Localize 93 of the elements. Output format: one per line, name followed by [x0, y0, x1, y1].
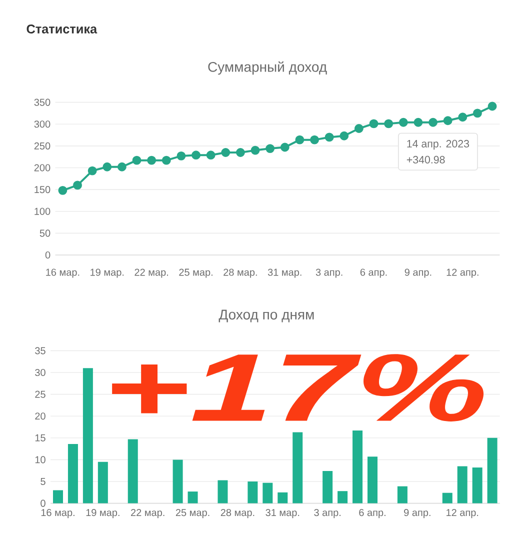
y-tick-label: 50	[40, 230, 50, 237]
x-tick-label: 6 апр.	[359, 509, 386, 518]
point	[398, 118, 408, 127]
bar	[262, 482, 273, 504]
point	[324, 132, 334, 142]
x-tick-label: 19 мар.	[90, 268, 124, 278]
x-tick-label: 28 мар.	[224, 268, 257, 278]
point	[250, 146, 260, 155]
y-tick-label: 20	[35, 412, 46, 420]
point	[192, 150, 200, 160]
y-tick-label: 0	[45, 251, 50, 259]
bar	[278, 492, 288, 504]
x-tick-label: 25 мар.	[176, 509, 210, 518]
point	[221, 148, 230, 157]
bar	[248, 482, 258, 504]
x-tick-label: 28 мар.	[220, 509, 254, 518]
point	[162, 156, 171, 165]
bar	[457, 466, 468, 504]
bar	[368, 456, 378, 504]
x-tick-label: 22 мар.	[134, 268, 168, 278]
point	[132, 156, 142, 165]
bar	[322, 471, 333, 504]
x-tick-label: 25 мар.	[179, 268, 212, 278]
y-tick-label: 300	[34, 120, 50, 128]
x-tick-label: 31 мар.	[266, 509, 300, 518]
point	[73, 180, 82, 190]
x-tick-label: 31 мар.	[268, 268, 302, 278]
x-tick-label: 22 мар.	[131, 509, 164, 518]
x-tick-label: 19 мар.	[86, 509, 120, 518]
bar	[98, 462, 108, 504]
point	[147, 156, 156, 165]
bar	[82, 368, 93, 504]
annotation: +340.98	[406, 156, 445, 164]
y-tick-label: 30	[35, 368, 46, 376]
y-tick-label: 10	[35, 456, 46, 464]
annotation: +17%	[112, 354, 484, 422]
point	[488, 102, 497, 111]
y-tick-label: 5	[40, 478, 46, 485]
point	[236, 148, 245, 157]
x-tick-label: 3 апр.	[316, 268, 342, 278]
bar	[338, 491, 348, 504]
point	[58, 186, 68, 195]
text: Статистика	[26, 24, 98, 34]
chart-title: Суммарный доход	[208, 61, 327, 75]
bar	[218, 480, 228, 504]
bar	[487, 438, 498, 504]
point	[443, 116, 452, 126]
point	[176, 152, 186, 160]
bar	[292, 432, 303, 504]
x-tick-label: 6 апр.	[360, 268, 387, 278]
y-tick-label: 200	[34, 164, 50, 172]
y-tick-label: 25	[35, 390, 46, 398]
y-tick-label: 15	[35, 434, 46, 442]
point	[472, 108, 482, 118]
bar	[68, 444, 78, 504]
point	[384, 119, 394, 128]
y-tick-label: 150	[34, 186, 50, 194]
x-tick-label: 12 апр.	[446, 509, 478, 518]
y-tick-label: 250	[34, 142, 50, 150]
y-tick-label: 350	[34, 98, 50, 106]
point	[354, 124, 364, 133]
point	[102, 162, 112, 172]
x-tick-label: 9 апр.	[404, 268, 432, 278]
y-tick-label: 0	[40, 500, 46, 507]
y-tick-label: 35	[35, 347, 46, 354]
x-tick-label: 12 апр.	[446, 268, 478, 278]
point	[458, 112, 468, 122]
x-tick-label: 3 апр.	[314, 509, 340, 518]
bar	[52, 490, 63, 504]
point	[280, 142, 290, 152]
point	[340, 131, 349, 140]
y-tick-label: 100	[34, 208, 50, 215]
bar	[128, 439, 138, 504]
point	[117, 162, 126, 172]
annotation: 14 апр. 2023	[407, 140, 470, 150]
point	[266, 144, 275, 154]
bar	[352, 430, 363, 504]
point	[88, 166, 97, 176]
point	[295, 135, 304, 144]
bar	[172, 460, 183, 504]
point	[206, 150, 216, 160]
bar	[397, 486, 408, 504]
point	[369, 119, 378, 128]
chart-title: Доход по дням	[218, 310, 314, 322]
bar	[442, 492, 452, 504]
bar	[472, 468, 482, 504]
bar	[188, 492, 198, 504]
x-tick-label: 16 мар.	[41, 509, 74, 518]
point	[428, 118, 438, 127]
x-tick-label: 9 апр.	[404, 509, 430, 518]
x-tick-label: 16 мар.	[46, 268, 80, 278]
point	[310, 135, 319, 144]
point	[414, 118, 423, 127]
